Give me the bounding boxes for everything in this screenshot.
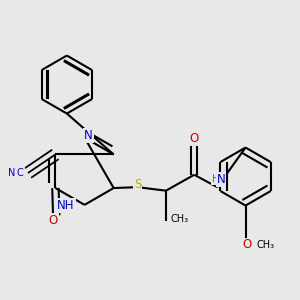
- Text: CH₃: CH₃: [257, 240, 275, 250]
- Text: O: O: [243, 238, 252, 251]
- Text: C: C: [17, 168, 23, 178]
- Text: N: N: [84, 129, 92, 142]
- Text: N: N: [8, 168, 16, 178]
- Text: S: S: [134, 178, 141, 191]
- Text: H: H: [212, 174, 219, 184]
- Text: O: O: [190, 132, 199, 145]
- Text: CH₃: CH₃: [170, 214, 188, 224]
- Text: N: N: [216, 173, 225, 186]
- Text: O: O: [49, 214, 58, 227]
- Text: NH: NH: [57, 200, 75, 212]
